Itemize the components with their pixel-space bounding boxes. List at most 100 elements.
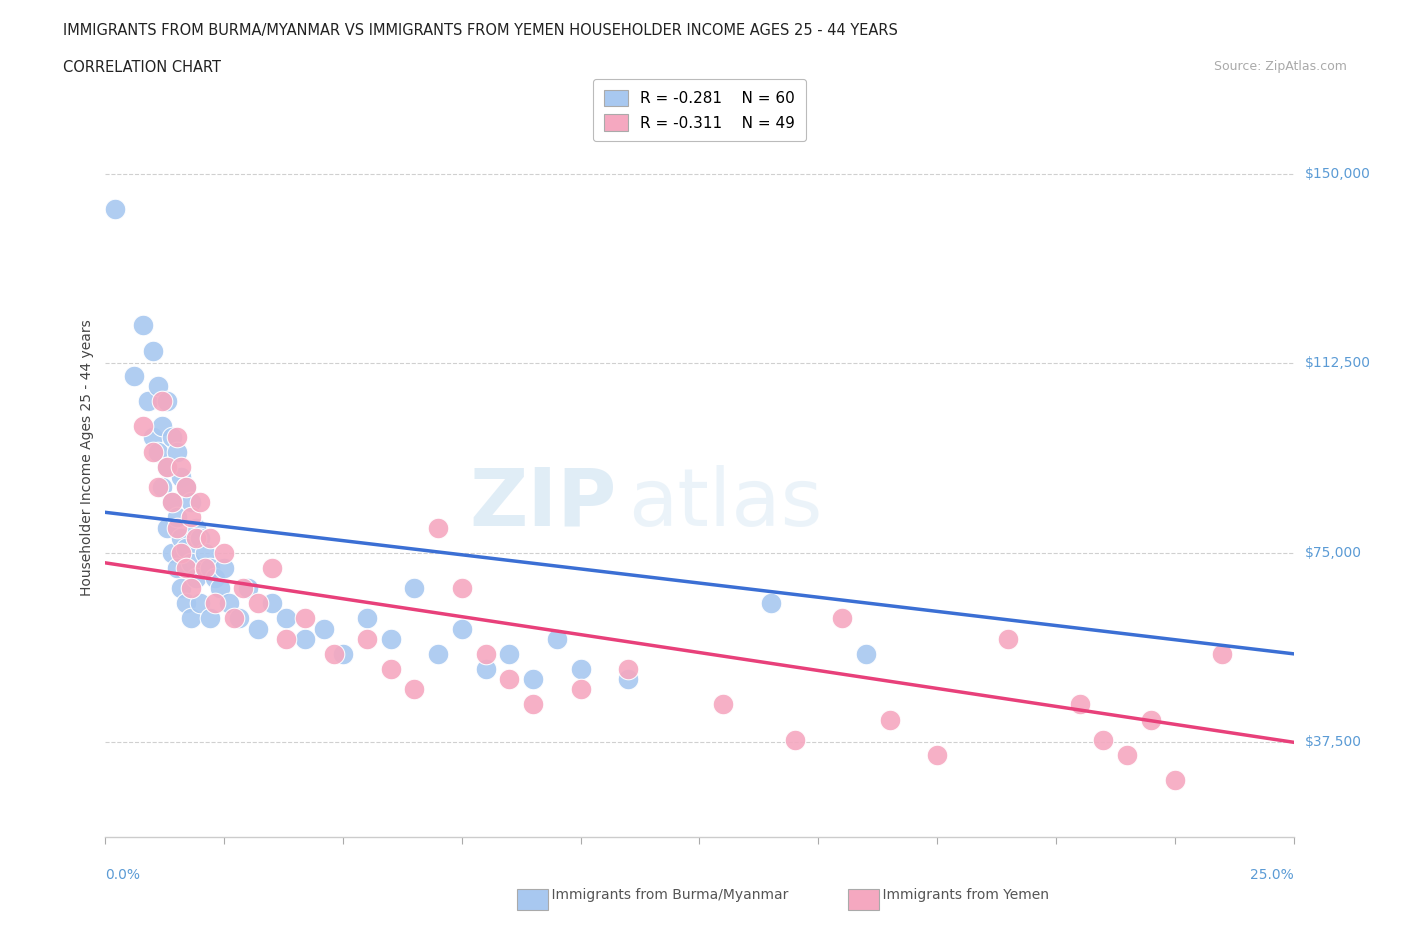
- Text: CORRELATION CHART: CORRELATION CHART: [63, 60, 221, 75]
- Point: [1164, 773, 1187, 788]
- Point: [522, 671, 544, 686]
- Point: [136, 393, 159, 408]
- Point: [152, 393, 174, 408]
- Point: [356, 631, 378, 646]
- Point: [474, 661, 496, 676]
- Point: [522, 697, 544, 711]
- Point: [146, 379, 169, 393]
- Point: [156, 520, 179, 535]
- Point: [166, 510, 188, 525]
- Point: [104, 202, 127, 217]
- Point: [260, 596, 283, 611]
- Point: [246, 621, 269, 636]
- Point: [498, 671, 520, 686]
- Point: [569, 661, 592, 676]
- Point: [170, 545, 193, 560]
- Point: [274, 611, 297, 626]
- Point: [132, 318, 155, 333]
- Point: [198, 530, 221, 545]
- Point: [450, 580, 472, 595]
- Point: [174, 480, 197, 495]
- Point: [180, 580, 202, 595]
- Point: [474, 646, 496, 661]
- Point: [160, 495, 183, 510]
- Point: [228, 611, 250, 626]
- Point: [190, 495, 212, 510]
- Point: [170, 459, 193, 474]
- Point: [152, 419, 174, 434]
- Point: [152, 480, 174, 495]
- Point: [146, 445, 169, 459]
- Text: $150,000: $150,000: [1305, 166, 1371, 180]
- Point: [759, 596, 782, 611]
- Point: [204, 596, 226, 611]
- Point: [142, 343, 165, 358]
- Point: [146, 480, 169, 495]
- Text: $75,000: $75,000: [1305, 546, 1361, 560]
- Point: [170, 530, 193, 545]
- Point: [142, 445, 165, 459]
- Point: [156, 459, 179, 474]
- Point: [160, 545, 183, 560]
- Point: [170, 470, 193, 485]
- Point: [174, 540, 197, 555]
- Point: [232, 580, 254, 595]
- Point: [166, 445, 188, 459]
- Point: [332, 646, 354, 661]
- Point: [166, 561, 188, 576]
- Point: [997, 631, 1019, 646]
- Point: [1116, 748, 1139, 763]
- Point: [156, 459, 179, 474]
- Point: [617, 661, 640, 676]
- Point: [1140, 712, 1163, 727]
- Point: [190, 530, 212, 545]
- Point: [569, 682, 592, 697]
- Point: [132, 419, 155, 434]
- Point: [174, 596, 197, 611]
- Point: [180, 510, 202, 525]
- Text: Source: ZipAtlas.com: Source: ZipAtlas.com: [1213, 60, 1347, 73]
- Point: [184, 571, 207, 586]
- Point: [356, 611, 378, 626]
- Point: [214, 561, 236, 576]
- Text: ZIP: ZIP: [470, 464, 616, 542]
- Point: [855, 646, 877, 661]
- Point: [236, 580, 259, 595]
- Point: [184, 520, 207, 535]
- Point: [380, 631, 402, 646]
- Point: [711, 697, 734, 711]
- Point: [198, 611, 221, 626]
- Point: [204, 571, 226, 586]
- Point: [166, 520, 188, 535]
- Point: [1069, 697, 1091, 711]
- Point: [1092, 732, 1115, 747]
- Point: [404, 580, 426, 595]
- Point: [498, 646, 520, 661]
- Point: [404, 682, 426, 697]
- Point: [190, 596, 212, 611]
- Point: [274, 631, 297, 646]
- Point: [156, 393, 179, 408]
- Point: [180, 495, 202, 510]
- Point: [174, 480, 197, 495]
- Point: [925, 748, 948, 763]
- Point: [617, 671, 640, 686]
- Point: [322, 646, 344, 661]
- Point: [831, 611, 853, 626]
- Point: [170, 580, 193, 595]
- Point: [879, 712, 901, 727]
- Point: [198, 561, 221, 576]
- Point: [427, 520, 450, 535]
- Point: [194, 545, 217, 560]
- Text: $112,500: $112,500: [1305, 356, 1371, 370]
- Point: [166, 429, 188, 444]
- Point: [218, 596, 240, 611]
- Point: [380, 661, 402, 676]
- Point: [222, 611, 245, 626]
- Point: [1211, 646, 1233, 661]
- Text: 25.0%: 25.0%: [1250, 868, 1294, 882]
- Legend: R = -0.281    N = 60, R = -0.311    N = 49: R = -0.281 N = 60, R = -0.311 N = 49: [593, 79, 806, 141]
- Text: atlas: atlas: [628, 464, 823, 542]
- Point: [142, 429, 165, 444]
- Point: [294, 631, 316, 646]
